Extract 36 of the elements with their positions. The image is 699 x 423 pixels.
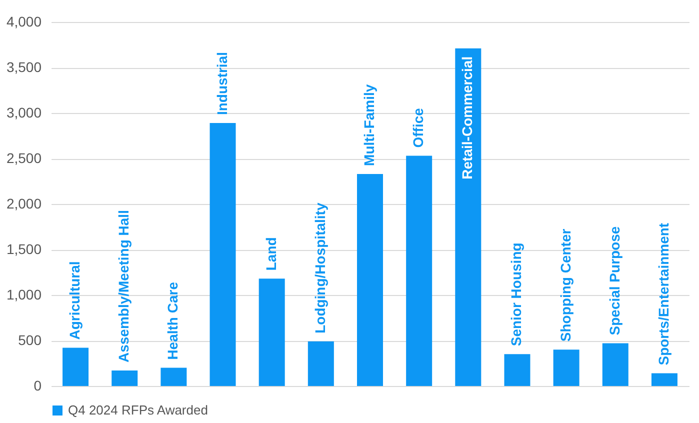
y-tick-label: 1,000: [6, 286, 42, 302]
x-tick-label: Agricultural: [66, 261, 83, 340]
x-tick-label: Retail-Commercial: [459, 56, 476, 180]
x-tick-label: Industrial: [214, 52, 230, 116]
bar: [112, 370, 138, 386]
x-tick-label: Land: [262, 237, 279, 271]
x-tick-label: Office: [410, 108, 426, 148]
y-tick-label: 1,500: [6, 241, 42, 257]
bar: [602, 343, 628, 386]
bar: [210, 123, 236, 386]
bar: [504, 354, 530, 386]
y-tick-label: 2,500: [6, 150, 42, 166]
bar: [406, 156, 432, 386]
bar: [62, 348, 89, 386]
y-tick-label: 2,000: [6, 196, 42, 212]
x-tick-label: Special Purpose: [606, 226, 622, 336]
x-tick-label: Multi-Family: [361, 84, 377, 166]
bar: [357, 174, 383, 386]
x-tick-label: Sports/Entertainment: [655, 222, 672, 366]
y-tick-label: 3,000: [6, 104, 42, 120]
y-tick-label: 4,000: [6, 14, 42, 30]
legend-label: Q4 2024 RFPs Awarded: [68, 402, 208, 418]
bar: [160, 368, 187, 386]
y-tick-label: 0: [34, 378, 42, 394]
y-tick-label: 500: [18, 332, 42, 348]
bar: [553, 350, 580, 386]
bar: [258, 278, 285, 386]
bar: [455, 48, 482, 386]
y-tick-label: 3,500: [6, 59, 42, 75]
bar: [308, 341, 334, 386]
x-tick-label: Assembly/Meeting Hall: [116, 210, 132, 363]
x-tick-label: Lodging/Hospitality: [312, 202, 328, 334]
bar: [651, 373, 678, 386]
x-tick-label: Senior Housing: [508, 242, 524, 346]
x-tick-label: Shopping Center: [557, 228, 574, 342]
x-tick-label: Health Care: [164, 282, 181, 360]
